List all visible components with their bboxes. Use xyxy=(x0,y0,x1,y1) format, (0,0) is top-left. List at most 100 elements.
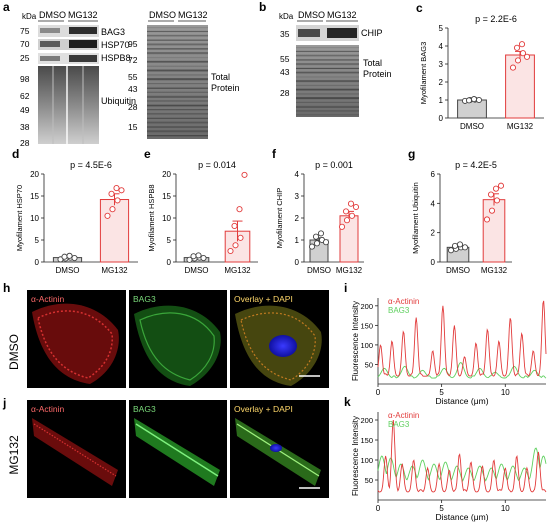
point-g-1-1 xyxy=(488,207,496,214)
marker-a-75: 75 xyxy=(20,26,30,36)
bar-c-1 xyxy=(505,54,535,119)
blot-hspb8 xyxy=(38,53,99,64)
point-g-0-5 xyxy=(461,244,469,251)
marker-a2-72: 72 xyxy=(128,55,138,65)
marker-a-28: 28 xyxy=(20,138,30,148)
total-protein-bands-a xyxy=(147,27,208,137)
p-value-d: p = 4.5E-6 xyxy=(70,160,112,170)
kda-label-b: kDa xyxy=(279,12,294,21)
x-tick-label-i: 10 xyxy=(501,388,510,397)
total-protein-label-a-2: Protein xyxy=(211,83,240,93)
legend-k-1: BAG3 xyxy=(388,420,410,429)
y-tick-label-g: 4 xyxy=(431,199,436,208)
marker-a-62: 62 xyxy=(20,91,30,101)
chart-d: d p = 4.5E-6 0 5 10 15 20 Myofilament HSP70 DMSO… xyxy=(12,147,138,275)
y-tick-label-e: 10 xyxy=(162,214,171,223)
marker-b-55: 55 xyxy=(280,54,290,64)
y-tick-label-e: 15 xyxy=(162,192,171,201)
panel-h: h DMSO α-Actinin BAG3 Overlay + DAPI xyxy=(3,281,329,388)
panel-letter-f: f xyxy=(272,147,277,161)
y-axis-label-k: Fluorescence Intensity xyxy=(351,416,360,496)
point-e-1-4 xyxy=(236,206,243,213)
y-tick-label-k: 50 xyxy=(365,476,373,485)
panel-letter-k: k xyxy=(344,395,351,409)
legend-k-0: α-Actinin xyxy=(388,411,419,420)
y-tick-label-k: 200 xyxy=(360,416,373,425)
x-tick-label-d: MG132 xyxy=(101,266,128,275)
y-tick-label-d: 10 xyxy=(30,214,39,223)
chart-k: k 50 100 150 200 0 5 10 Distance (μm) Fluorescenc… xyxy=(344,395,547,522)
x-tick-label-k: 5 xyxy=(439,504,444,513)
lane-label-mg132-b: MG132 xyxy=(327,10,357,20)
point-c-0-3 xyxy=(465,97,473,104)
point-c-1-5 xyxy=(523,53,531,60)
x-tick-label-c: MG132 xyxy=(507,122,534,131)
marker-b-43: 43 xyxy=(280,67,290,77)
marker-a-38: 38 xyxy=(20,122,30,132)
y-tick-label-i: 200 xyxy=(360,302,373,311)
legend-i-0: α-Actinin xyxy=(388,297,419,306)
lane-label-dmso-b: DMSO xyxy=(298,10,325,20)
lane-label-mg132-a2: MG132 xyxy=(178,10,208,20)
y-tick-label-d: 5 xyxy=(35,236,40,245)
y-tick-label-f: 4 xyxy=(295,170,300,179)
point-f-1-5 xyxy=(352,203,360,211)
panel-letter-g: g xyxy=(408,147,415,161)
x-tick-label-c: DMSO xyxy=(460,122,484,131)
total-protein-label-b-1: Total xyxy=(363,58,382,68)
point-c-1-3 xyxy=(513,44,521,51)
marker-a2-95: 95 xyxy=(128,39,138,49)
y-tick-label-c: 5 xyxy=(439,24,444,33)
legend-i-1: BAG3 xyxy=(388,306,410,315)
point-f-0-3 xyxy=(312,233,320,240)
y-axis-label-d: Myofilament HSP70 xyxy=(15,185,24,251)
band-label-hspb8: HSPB8 xyxy=(101,53,131,63)
point-c-0-4 xyxy=(470,96,478,103)
blot-ubiquitin xyxy=(38,66,99,144)
row-label-dmso: DMSO xyxy=(7,334,21,370)
y-tick-label-i: 100 xyxy=(360,341,373,350)
point-d-1-5 xyxy=(118,187,125,194)
bar-f-1 xyxy=(339,215,359,263)
y-tick-label-k: 100 xyxy=(360,456,373,465)
series-line-i-actinin xyxy=(377,300,547,377)
point-f-0-4 xyxy=(317,230,325,237)
point-g-1-0 xyxy=(483,216,491,223)
point-d-0-3 xyxy=(61,253,68,260)
blot-hsp70 xyxy=(38,39,99,50)
point-f-1-4 xyxy=(347,200,355,207)
x-tick-label-g: MG132 xyxy=(481,266,508,275)
point-c-1-0 xyxy=(509,64,517,71)
panel-b: b kDa DMSO MG132 CHIP 35 55 43 28 Total … xyxy=(259,0,392,117)
y-tick-label-d: 0 xyxy=(35,258,40,267)
point-g-1-3 xyxy=(487,191,495,198)
label-j-overlay: Overlay + DAPI xyxy=(234,404,293,414)
point-g-0-4 xyxy=(456,241,464,248)
panel-letter-c: c xyxy=(416,1,423,15)
y-axis-label-i: Fluorescence Intensity xyxy=(351,301,360,381)
chart-g: g p = 4.2E-5 0 2 4 6 Myofilament Ubiquitin DMSO… xyxy=(408,147,512,275)
point-f-1-0 xyxy=(338,223,346,230)
point-f-1-1 xyxy=(343,217,351,224)
p-value-e: p = 0.014 xyxy=(198,160,236,170)
marker-a-25: 25 xyxy=(20,53,30,63)
x-tick-label-g: DMSO xyxy=(446,266,470,275)
panel-letter-a: a xyxy=(3,0,10,14)
y-axis-label-e: Myofilament HSPB8 xyxy=(147,184,156,251)
label-h-bag3: BAG3 xyxy=(133,294,156,304)
y-tick-label-g: 6 xyxy=(431,170,436,179)
point-f-0-5 xyxy=(322,239,330,246)
marker-a-49: 49 xyxy=(20,105,30,115)
point-e-1-5 xyxy=(241,171,248,178)
y-tick-label-f: 1 xyxy=(295,236,300,245)
point-f-1-3 xyxy=(342,208,350,215)
y-tick-label-f: 3 xyxy=(295,192,300,201)
x-tick-label-e: DMSO xyxy=(185,266,209,275)
point-e-0-3 xyxy=(190,253,197,260)
y-tick-label-c: 1 xyxy=(439,96,444,105)
y-tick-label-i: 50 xyxy=(365,360,373,369)
band-label-chip: CHIP xyxy=(361,28,383,38)
total-protein-label-b-2: Protein xyxy=(363,69,392,79)
kda-label-a: kDa xyxy=(22,12,37,21)
y-tick-label-d: 15 xyxy=(30,192,39,201)
